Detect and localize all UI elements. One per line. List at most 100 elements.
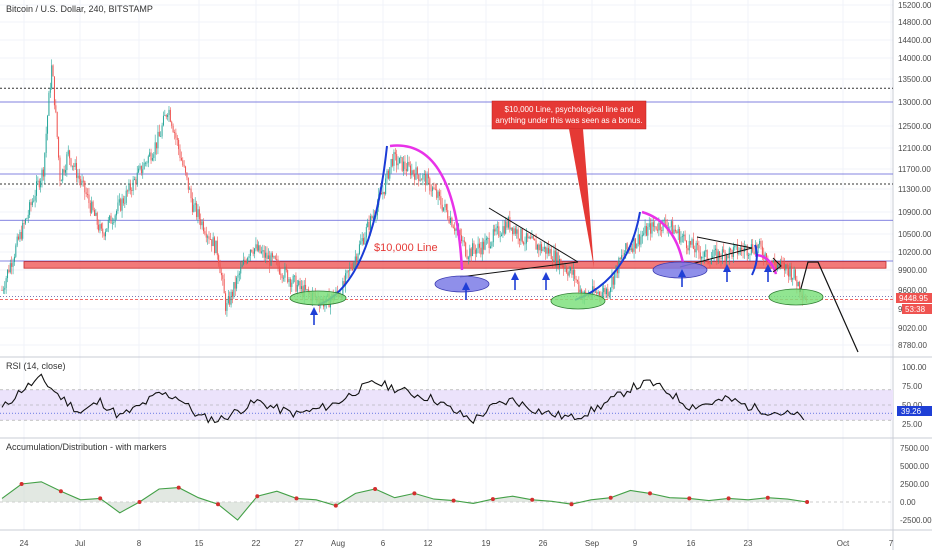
candle-body (357, 253, 359, 261)
candle-body (721, 249, 723, 260)
candle-body (274, 256, 276, 260)
candle-body (116, 210, 118, 216)
candle-body (182, 160, 184, 166)
candle-body (124, 202, 126, 204)
candle-body (140, 165, 142, 174)
candle-body (135, 179, 137, 184)
candle-body (434, 188, 436, 190)
candle-body (168, 109, 170, 116)
candle-body (191, 198, 193, 212)
candle-body (610, 287, 612, 293)
candle-body (92, 201, 94, 211)
candle-body (278, 266, 280, 274)
candle-body (240, 267, 242, 274)
ad-marker (216, 502, 220, 507)
candle-body (368, 221, 370, 230)
candle-body (12, 261, 14, 267)
candle-body (180, 157, 182, 161)
candle-body (534, 238, 536, 241)
candle-body (641, 234, 643, 237)
candle-body (702, 256, 704, 258)
candle-body (396, 154, 398, 166)
candle-body (421, 179, 423, 181)
candle-body (20, 232, 22, 239)
candle-body (509, 217, 511, 230)
candle-body (553, 250, 555, 262)
candle-body (233, 282, 235, 297)
candle-body (95, 212, 97, 216)
candle-body (514, 228, 516, 234)
candle-body (24, 219, 26, 224)
candle-body (674, 229, 676, 232)
candle-body (535, 240, 537, 250)
candle-body (506, 221, 508, 228)
candle-body (517, 229, 519, 239)
candle-body (372, 215, 374, 219)
rsi-title: RSI (14, close) (6, 361, 66, 371)
ad-marker (333, 503, 338, 508)
candle-body (266, 252, 268, 260)
candle-body (365, 227, 367, 238)
candle-body (139, 165, 141, 169)
candle-body (466, 256, 468, 259)
price-panel: Bitcoin / U.S. Dollar, 240, BITSTAMP (0, 4, 893, 317)
candle-body (276, 259, 278, 260)
zone-ellipse (550, 292, 606, 310)
candle-body (288, 279, 290, 283)
candle-body (204, 231, 206, 234)
candle-body (133, 179, 135, 181)
countdown-text: 53:38 (905, 305, 926, 314)
candle-body (252, 251, 254, 254)
candle-body (89, 203, 91, 213)
ad-marker (569, 502, 574, 507)
candle-body (563, 265, 565, 269)
price-tick-label: 10900.00 (898, 208, 932, 217)
candle-body (271, 253, 273, 258)
candle-body (222, 275, 224, 279)
candle-body (1, 290, 3, 291)
candle-body (547, 247, 549, 254)
candle-body (99, 224, 101, 231)
candle-body (709, 262, 711, 264)
candle-body (393, 152, 395, 166)
candle-body (546, 247, 548, 254)
candle-body (467, 257, 469, 259)
candle-body (630, 248, 632, 251)
candle-body (578, 281, 580, 293)
candle-body (676, 231, 678, 234)
candle-body (52, 65, 54, 77)
up-arrow-head (462, 282, 470, 290)
candle-body (753, 251, 755, 254)
candle-body (648, 223, 650, 227)
projection-line (799, 261, 859, 353)
candle-body (225, 293, 227, 311)
candle-body (632, 248, 634, 252)
candle-body (720, 257, 722, 260)
candle-body (719, 251, 721, 258)
candle-body (498, 226, 500, 237)
candle-body (383, 191, 385, 195)
candle-body (238, 273, 240, 275)
candle-body (248, 255, 250, 259)
candle-body (401, 157, 403, 171)
ad-marker (530, 497, 535, 502)
rsi-tick-label: 75.00 (902, 382, 923, 391)
candle-body (220, 272, 222, 276)
candle-body (96, 212, 98, 225)
countdown-badge (902, 304, 932, 314)
candle-body (658, 222, 660, 231)
candle-body (570, 267, 572, 271)
candle-body (728, 248, 730, 259)
callout-text-line-2: anything under this was seen as a bonus. (495, 116, 642, 125)
ad-marker (608, 495, 613, 500)
candle-body (64, 170, 66, 173)
up-arrow-head (511, 272, 519, 280)
zone-ellipse (652, 261, 708, 279)
candle-body (258, 245, 260, 251)
candle-body (738, 252, 740, 255)
candle-body (121, 198, 123, 211)
candle-body (528, 237, 530, 239)
candle-body (11, 263, 13, 267)
ad-marker (58, 489, 63, 494)
price-tick-label: 10200.00 (898, 248, 932, 257)
